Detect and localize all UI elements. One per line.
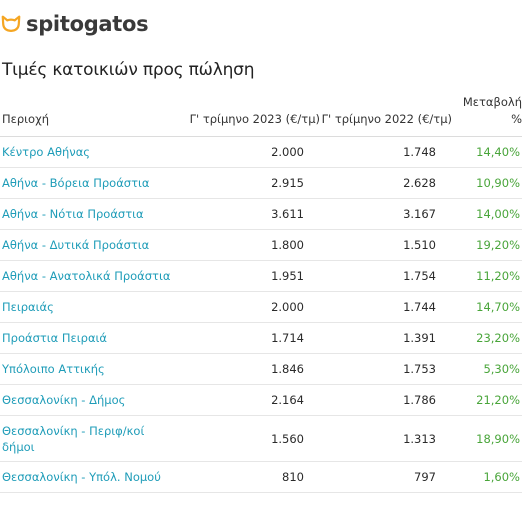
- region-link[interactable]: Αθήνα - Δυτικά Προάστια: [0, 229, 178, 261]
- table-row: Θεσσαλονίκη - Δήμος 2.164 1.786 21,20%: [0, 384, 522, 416]
- price-2022: 1.786: [320, 384, 452, 416]
- prices-table: Περιοχή Γ' τρίμηνο 2023 (€/τμ) Γ' τρίμην…: [0, 94, 522, 493]
- price-2022: 1.753: [320, 353, 452, 385]
- table-row: Αθήνα - Δυτικά Προάστια 1.800 1.510 19,2…: [0, 229, 522, 261]
- price-2022: 1.748: [320, 136, 452, 168]
- price-2022: 1.510: [320, 229, 452, 261]
- brand-logo[interactable]: spitogatos: [0, 12, 149, 36]
- region-link[interactable]: Θεσσαλονίκη - Περιφ/κοί δήμοι: [0, 415, 178, 462]
- change-pct: 11,20%: [452, 260, 522, 292]
- header-q3-2023: Γ' τρίμηνο 2023 (€/τμ): [178, 94, 320, 137]
- change-pct: 23,20%: [452, 322, 522, 354]
- region-link[interactable]: Υπόλοιπο Αττικής: [0, 353, 178, 385]
- price-2023: 810: [178, 461, 320, 493]
- cat-head-icon: [1, 15, 21, 32]
- region-link[interactable]: Αθήνα - Ανατολικά Προάστια: [0, 260, 178, 292]
- header-region: Περιοχή: [0, 94, 178, 137]
- table-row: Πειραιάς 2.000 1.744 14,70%: [0, 291, 522, 323]
- region-link[interactable]: Αθήνα - Νότια Προάστια: [0, 198, 178, 230]
- header-q3-2022: Γ' τρίμηνο 2022 (€/τμ): [320, 94, 452, 137]
- table-header-row: Περιοχή Γ' τρίμηνο 2023 (€/τμ) Γ' τρίμην…: [0, 94, 522, 137]
- header-change: Μεταβολή %: [452, 94, 522, 137]
- table-row: Προάστια Πειραιά 1.714 1.391 23,20%: [0, 322, 522, 354]
- change-pct: 14,70%: [452, 291, 522, 323]
- price-2022: 2.628: [320, 167, 452, 199]
- price-2023: 1.846: [178, 353, 320, 385]
- price-2022: 797: [320, 461, 452, 493]
- price-2023: 2.000: [178, 136, 320, 168]
- region-link[interactable]: Θεσσαλονίκη - Υπόλ. Νομού: [0, 461, 178, 493]
- change-pct: 18,90%: [452, 415, 522, 462]
- price-2022: 1.391: [320, 322, 452, 354]
- price-2023: 1.714: [178, 322, 320, 354]
- price-2023: 1.800: [178, 229, 320, 261]
- region-link[interactable]: Αθήνα - Βόρεια Προάστια: [0, 167, 178, 199]
- change-pct: 19,20%: [452, 229, 522, 261]
- change-pct: 1,60%: [452, 461, 522, 493]
- table-row: Κέντρο Αθήνας 2.000 1.748 14,40%: [0, 136, 522, 168]
- change-pct: 14,40%: [452, 136, 522, 168]
- price-2022: 1.313: [320, 415, 452, 462]
- price-2023: 1.951: [178, 260, 320, 292]
- table-row: Αθήνα - Νότια Προάστια 3.611 3.167 14,00…: [0, 198, 522, 230]
- change-pct: 21,20%: [452, 384, 522, 416]
- price-2022: 1.744: [320, 291, 452, 323]
- table-row: Αθήνα - Βόρεια Προάστια 2.915 2.628 10,9…: [0, 167, 522, 199]
- table-row: Θεσσαλονίκη - Περιφ/κοί δήμοι 1.560 1.31…: [0, 415, 522, 462]
- region-link[interactable]: Θεσσαλονίκη - Δήμος: [0, 384, 178, 416]
- price-2023: 3.611: [178, 198, 320, 230]
- region-link[interactable]: Πειραιάς: [0, 291, 178, 323]
- price-2023: 2.164: [178, 384, 320, 416]
- price-2022: 1.754: [320, 260, 452, 292]
- change-pct: 10,90%: [452, 167, 522, 199]
- price-2023: 1.560: [178, 415, 320, 462]
- table-row: Υπόλοιπο Αττικής 1.846 1.753 5,30%: [0, 353, 522, 385]
- table-row: Αθήνα - Ανατολικά Προάστια 1.951 1.754 1…: [0, 260, 522, 292]
- change-pct: 14,00%: [452, 198, 522, 230]
- table-row: Θεσσαλονίκη - Υπόλ. Νομού 810 797 1,60%: [0, 461, 522, 493]
- price-2023: 2.000: [178, 291, 320, 323]
- brand-name: spitogatos: [26, 12, 149, 36]
- region-link[interactable]: Προάστια Πειραιά: [0, 322, 178, 354]
- change-pct: 5,30%: [452, 353, 522, 385]
- page-title: Τιμές κατοικιών προς πώληση: [2, 60, 255, 80]
- price-2022: 3.167: [320, 198, 452, 230]
- region-link[interactable]: Κέντρο Αθήνας: [0, 136, 178, 168]
- price-2023: 2.915: [178, 167, 320, 199]
